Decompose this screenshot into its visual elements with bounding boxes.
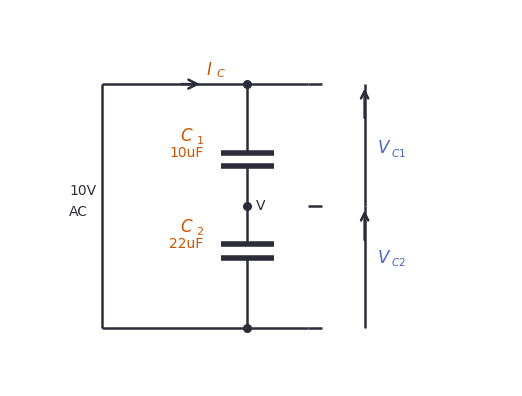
Text: $\mathit{C}$: $\mathit{C}$ <box>216 67 226 80</box>
Text: $\mathit{C2}$: $\mathit{C2}$ <box>391 257 406 268</box>
Text: $\mathit{C}$: $\mathit{C}$ <box>180 219 193 236</box>
Text: 10uF: 10uF <box>170 146 204 160</box>
Text: AC: AC <box>69 205 88 219</box>
Text: 22uF: 22uF <box>170 237 204 251</box>
Text: V: V <box>256 199 266 213</box>
Text: $\mathit{1}$: $\mathit{1}$ <box>196 133 204 146</box>
Text: $\mathit{C}$: $\mathit{C}$ <box>180 127 193 145</box>
Text: $\mathit{2}$: $\mathit{2}$ <box>196 225 204 237</box>
Text: $\mathit{V}$: $\mathit{V}$ <box>377 139 391 157</box>
Text: $\mathit{V}$: $\mathit{V}$ <box>377 249 391 267</box>
Text: $\mathit{I}$: $\mathit{I}$ <box>206 61 212 79</box>
Text: $\mathit{C1}$: $\mathit{C1}$ <box>391 147 406 159</box>
Text: 10V: 10V <box>69 184 97 198</box>
